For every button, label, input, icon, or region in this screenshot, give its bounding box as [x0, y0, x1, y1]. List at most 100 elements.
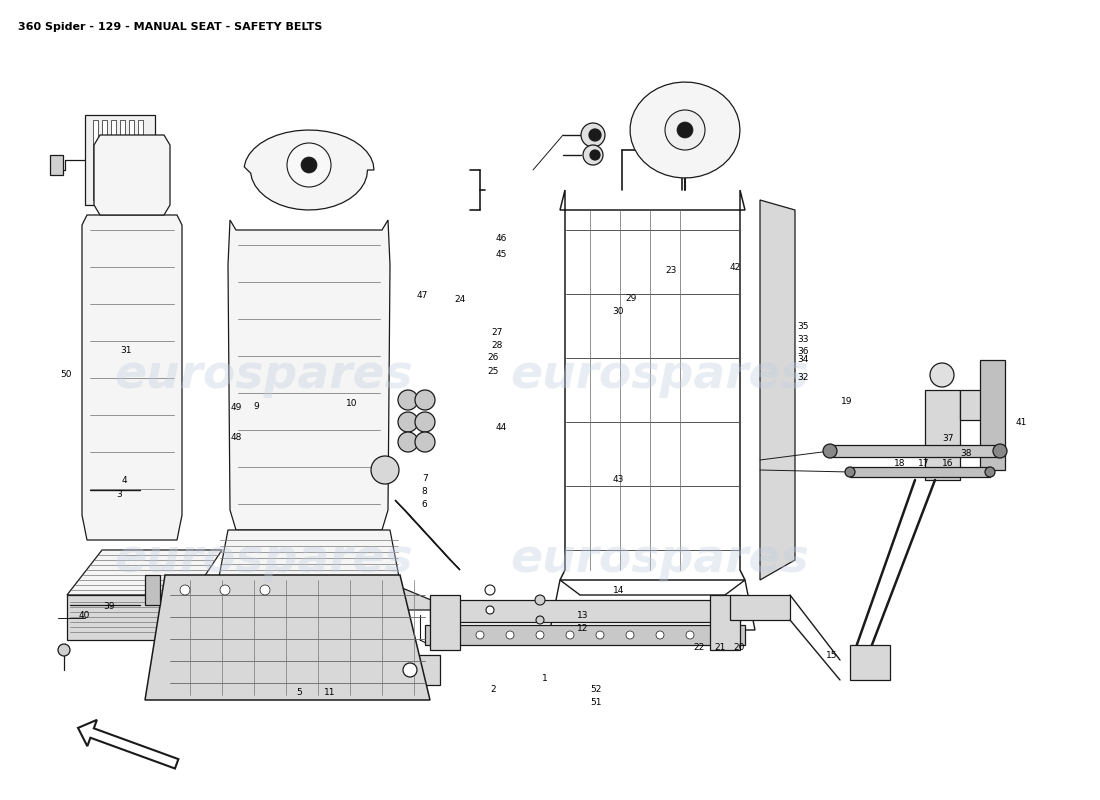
Text: 14: 14 [613, 586, 624, 595]
Text: 32: 32 [798, 373, 808, 382]
Polygon shape [78, 720, 178, 769]
Text: 24: 24 [454, 294, 465, 304]
Text: eurospares: eurospares [510, 354, 810, 398]
Text: 25: 25 [487, 366, 498, 376]
Polygon shape [850, 467, 990, 477]
Text: 44: 44 [496, 423, 507, 433]
Text: 43: 43 [613, 475, 624, 485]
Text: 28: 28 [492, 341, 503, 350]
Circle shape [686, 631, 694, 639]
Circle shape [984, 467, 996, 477]
Circle shape [301, 157, 317, 173]
Bar [925, 390, 960, 480]
Circle shape [398, 390, 418, 410]
Circle shape [656, 631, 664, 639]
Circle shape [415, 432, 434, 452]
Text: 38: 38 [960, 449, 971, 458]
Text: 17: 17 [918, 459, 930, 469]
Text: 48: 48 [231, 433, 242, 442]
Circle shape [506, 631, 514, 639]
Text: 13: 13 [578, 611, 588, 621]
Text: 16: 16 [943, 459, 954, 469]
Bar [102, 120, 107, 200]
Text: 42: 42 [729, 263, 740, 273]
Text: eurospares: eurospares [114, 538, 414, 582]
Polygon shape [430, 600, 740, 622]
Text: 45: 45 [496, 250, 507, 259]
Text: 40: 40 [79, 611, 90, 621]
Polygon shape [67, 550, 222, 595]
Text: 19: 19 [842, 397, 852, 406]
Polygon shape [550, 580, 755, 630]
Text: 360 Spider - 129 - MANUAL SEAT - SAFETY BELTS: 360 Spider - 129 - MANUAL SEAT - SAFETY … [18, 22, 322, 32]
Circle shape [485, 585, 495, 595]
Polygon shape [218, 530, 400, 582]
Polygon shape [390, 655, 440, 685]
Circle shape [666, 110, 705, 150]
Polygon shape [850, 645, 890, 680]
Text: 7: 7 [421, 474, 428, 483]
Text: 35: 35 [798, 322, 808, 331]
Text: 31: 31 [121, 346, 132, 355]
Circle shape [371, 456, 399, 484]
Circle shape [180, 585, 190, 595]
Text: 6: 6 [421, 500, 428, 510]
Polygon shape [228, 220, 390, 530]
Text: 39: 39 [103, 602, 114, 611]
Text: 50: 50 [60, 370, 72, 379]
Circle shape [415, 412, 434, 432]
Polygon shape [395, 500, 460, 570]
Bar [94, 120, 98, 200]
Circle shape [287, 143, 331, 187]
Circle shape [993, 444, 1007, 458]
Circle shape [930, 363, 954, 387]
Circle shape [398, 412, 418, 432]
Text: 18: 18 [894, 459, 905, 469]
Polygon shape [630, 82, 740, 178]
Text: 34: 34 [798, 355, 808, 365]
Circle shape [220, 585, 230, 595]
Text: 11: 11 [324, 688, 336, 698]
Polygon shape [94, 135, 170, 215]
Text: 20: 20 [734, 643, 745, 653]
Circle shape [626, 631, 634, 639]
Text: 51: 51 [591, 698, 602, 707]
Circle shape [845, 467, 855, 477]
Text: 29: 29 [626, 294, 637, 303]
Circle shape [58, 644, 70, 656]
Bar [111, 120, 116, 200]
Text: 1: 1 [541, 674, 548, 683]
Text: 9: 9 [253, 402, 260, 411]
Polygon shape [223, 585, 455, 610]
Bar [138, 120, 143, 200]
Polygon shape [85, 115, 155, 205]
Text: 30: 30 [613, 307, 624, 317]
Circle shape [566, 631, 574, 639]
Circle shape [676, 122, 693, 138]
Circle shape [596, 631, 604, 639]
Circle shape [536, 616, 544, 624]
Polygon shape [760, 200, 795, 580]
Circle shape [403, 663, 417, 677]
Text: 27: 27 [492, 328, 503, 338]
Circle shape [823, 444, 837, 458]
Polygon shape [50, 155, 63, 175]
Circle shape [581, 123, 605, 147]
Circle shape [535, 595, 544, 605]
Polygon shape [67, 595, 192, 640]
Polygon shape [145, 575, 160, 605]
Text: eurospares: eurospares [114, 354, 414, 398]
Circle shape [583, 145, 603, 165]
Text: 49: 49 [231, 403, 242, 413]
Circle shape [260, 585, 270, 595]
Polygon shape [425, 625, 745, 645]
Text: 5: 5 [296, 688, 303, 698]
Circle shape [486, 606, 494, 614]
Text: 36: 36 [798, 347, 808, 357]
Circle shape [415, 390, 434, 410]
Polygon shape [730, 595, 790, 620]
Text: 33: 33 [798, 335, 808, 345]
Text: 12: 12 [578, 624, 588, 634]
Bar [129, 120, 134, 200]
Polygon shape [710, 595, 740, 650]
